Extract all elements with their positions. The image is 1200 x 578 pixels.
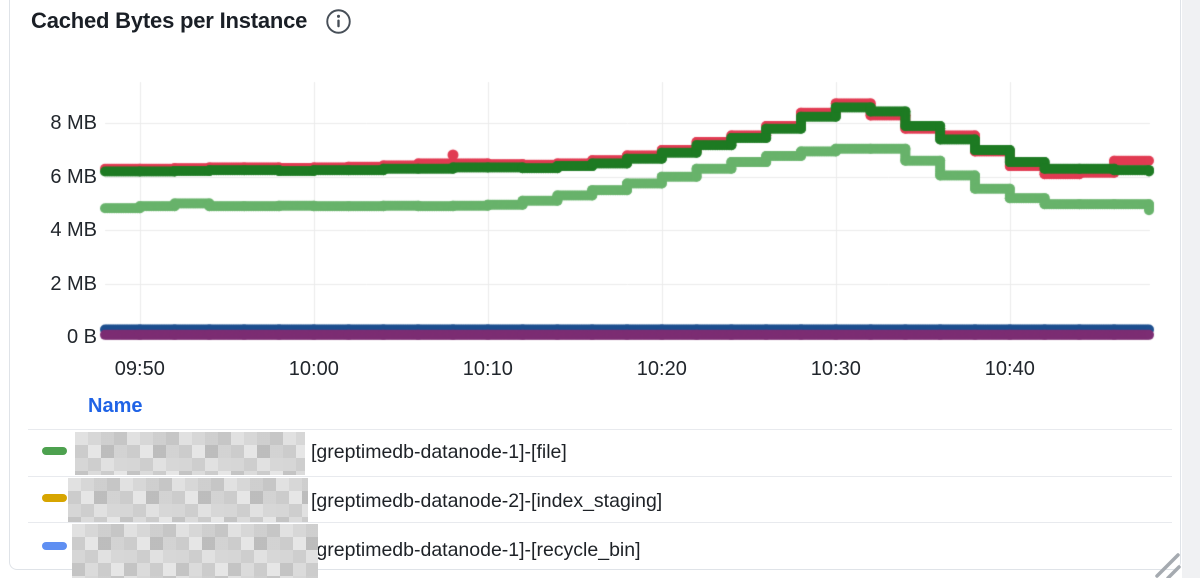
redacted-text xyxy=(75,432,305,475)
panel-resize-handle[interactable] xyxy=(1148,548,1182,578)
redacted-text xyxy=(72,524,318,578)
redacted-text xyxy=(68,478,308,522)
